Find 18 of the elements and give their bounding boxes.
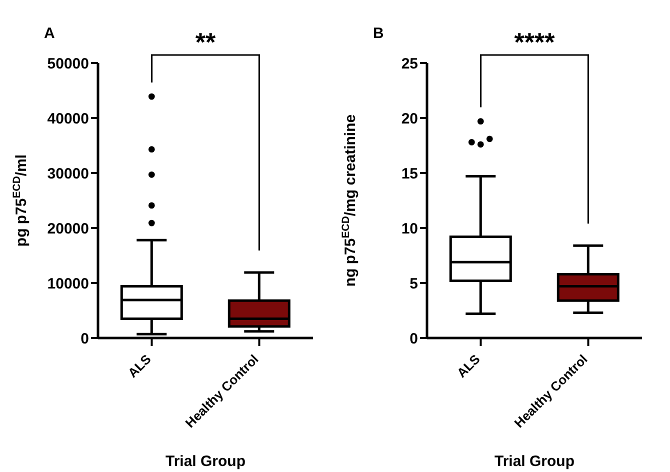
- y-tick-label: 20: [401, 110, 418, 128]
- text: ****: [514, 27, 556, 57]
- x-axis-title: Trial Group: [165, 453, 246, 470]
- y-tick-label: 10000: [47, 275, 89, 292]
- y-tick-label: 10: [401, 220, 418, 238]
- y-tick-label: 30000: [47, 165, 89, 182]
- y-tick-label: 15: [401, 165, 418, 182]
- y-tick-label: 40000: [47, 110, 89, 128]
- y-tick-label: 25: [401, 55, 418, 72]
- y-tick-label: 0: [410, 330, 418, 348]
- y-tick-label: 0: [80, 330, 89, 348]
- y-tick-label: 5: [410, 275, 418, 292]
- chart-title: B: [373, 25, 384, 42]
- chart-title: A: [44, 25, 55, 42]
- x-axis-title: Trial Group: [494, 453, 575, 470]
- y-tick-label: 20000: [47, 220, 89, 238]
- y-tick-label: 50000: [47, 55, 89, 72]
- text: **: [195, 27, 216, 57]
